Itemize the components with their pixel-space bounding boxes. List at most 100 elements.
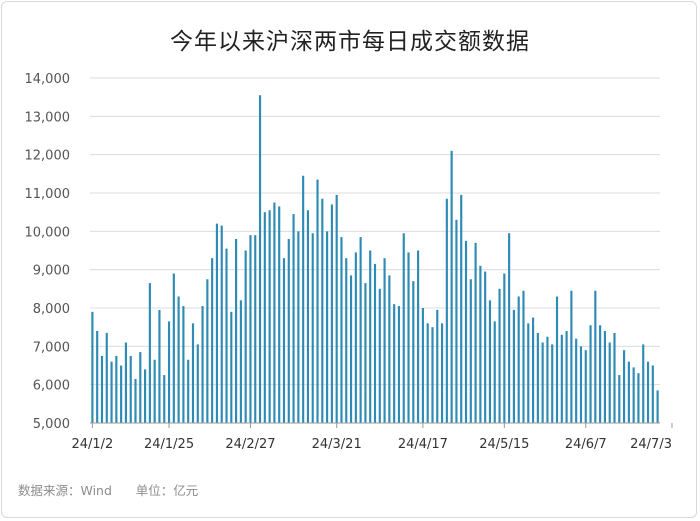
- bar: [536, 332, 539, 423]
- bar: [153, 359, 156, 423]
- bar: [603, 331, 606, 423]
- bar: [622, 350, 626, 423]
- bar: [167, 321, 171, 423]
- y-tick-label: 9,000: [33, 264, 70, 279]
- bar: [292, 214, 295, 423]
- bars: [91, 95, 659, 424]
- bar: [522, 290, 525, 423]
- bar: [134, 378, 137, 423]
- bar: [555, 296, 559, 423]
- y-tick-label: 5,000: [33, 417, 70, 432]
- bar: [115, 355, 118, 423]
- bar: [460, 194, 463, 423]
- bar: [397, 306, 401, 423]
- bar: [287, 239, 290, 423]
- y-tick-label: 7,000: [33, 340, 70, 355]
- bar: [340, 237, 343, 423]
- bar: [613, 332, 616, 423]
- bar: [589, 325, 592, 423]
- bar: [215, 223, 219, 423]
- bar: [263, 212, 266, 423]
- bar: [608, 342, 611, 423]
- bar: [373, 263, 377, 423]
- bar: [182, 306, 185, 423]
- bar: [426, 323, 429, 423]
- bar: [570, 290, 573, 423]
- bar: [321, 198, 324, 423]
- bar: [211, 258, 214, 423]
- bar: [445, 198, 448, 423]
- bar: [474, 242, 477, 423]
- y-tick-label: 11,000: [25, 187, 71, 202]
- y-tick-label: 10,000: [25, 225, 71, 240]
- bar: [187, 359, 190, 423]
- bar: [278, 206, 281, 423]
- gridlines: [90, 77, 660, 386]
- bar: [417, 250, 420, 423]
- bar: [431, 327, 434, 423]
- bar: [627, 361, 630, 423]
- x-tick-label: 24/4/17: [398, 437, 448, 452]
- bar: [531, 317, 535, 423]
- bar: [220, 225, 223, 423]
- bar: [575, 338, 578, 423]
- bar: [349, 275, 353, 423]
- bar: [584, 350, 587, 423]
- bar: [512, 309, 515, 423]
- bar: [369, 250, 372, 423]
- bar: [364, 283, 367, 423]
- bar: [91, 311, 94, 423]
- bar: [297, 231, 300, 423]
- source-label: 数据来源：Wind: [18, 483, 112, 498]
- bar: [326, 231, 329, 423]
- bar: [273, 202, 276, 423]
- bar: [450, 150, 453, 424]
- bar: [651, 365, 654, 423]
- bar: [642, 344, 645, 423]
- bar: [177, 296, 180, 423]
- bar: [172, 273, 175, 423]
- y-tick-label: 14,000: [25, 72, 71, 87]
- bar: [455, 219, 458, 423]
- bar: [560, 334, 563, 423]
- x-tick-label: 24/1/25: [144, 437, 194, 452]
- bar: [129, 355, 132, 423]
- bar: [124, 342, 128, 423]
- y-tick-label: 12,000: [25, 149, 71, 164]
- bar: [527, 323, 530, 423]
- bar: [196, 344, 199, 423]
- bar: [508, 233, 511, 423]
- x-tick-label: 24/6/7: [565, 437, 607, 452]
- x-tick-label: 24/3/21: [312, 437, 362, 452]
- bar: [158, 309, 161, 423]
- bar: [383, 258, 386, 423]
- bar: [579, 346, 583, 423]
- bar: [306, 210, 310, 423]
- bar: [120, 365, 123, 423]
- bar: [565, 331, 568, 423]
- bar: [594, 290, 597, 423]
- bar: [599, 325, 602, 423]
- bar: [148, 283, 151, 423]
- x-tick-label: 24/7/3: [630, 437, 672, 452]
- bar: [618, 375, 621, 423]
- bar: [421, 308, 424, 423]
- bar: [144, 369, 147, 423]
- bar: [225, 248, 228, 423]
- y-tick-label: 13,000: [25, 110, 71, 125]
- bar: [105, 332, 108, 423]
- bar: [201, 306, 204, 423]
- bar: [646, 361, 650, 423]
- x-tick-label: 24/2/27: [225, 437, 275, 452]
- bar: [96, 331, 99, 423]
- bar: [258, 95, 262, 423]
- bar: [139, 352, 142, 423]
- bar: [282, 258, 286, 423]
- x-tick-label: 24/5/15: [479, 437, 529, 452]
- bar: [354, 252, 357, 423]
- bar: [493, 321, 496, 423]
- bar: [230, 311, 233, 423]
- bar: [244, 250, 247, 423]
